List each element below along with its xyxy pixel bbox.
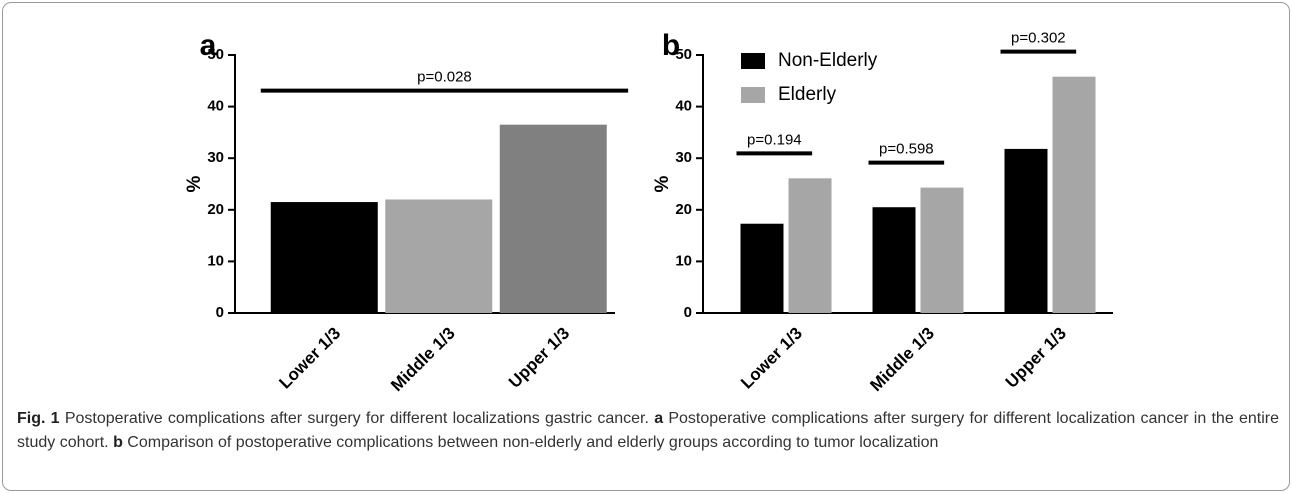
bar (270, 202, 378, 313)
bar (788, 178, 832, 313)
x-tick-label: Middle 1/3 (866, 324, 938, 396)
y-axis-label: % (652, 175, 673, 192)
bar (1004, 148, 1048, 313)
caption: Fig. 1 Postoperative complications after… (17, 407, 1279, 455)
bar (872, 207, 916, 313)
y-tick-label: 50 (207, 46, 224, 63)
y-tick-label: 0 (684, 304, 692, 321)
y-tick-label: 10 (675, 252, 692, 269)
p-value: p=0.028 (417, 69, 472, 86)
panel-label: a (200, 29, 217, 62)
y-tick-label: 50 (675, 46, 692, 63)
p-value: p=0.598 (879, 141, 934, 158)
x-tick-label: Middle 1/3 (387, 324, 459, 396)
x-tick-label: Upper 1/3 (1002, 324, 1070, 392)
y-tick-label: 40 (207, 98, 224, 115)
y-axis-label: % (184, 175, 205, 192)
caption-panel-text: Comparison of postoperative complication… (127, 434, 939, 451)
bar (1052, 76, 1096, 313)
legend-swatch (741, 87, 765, 103)
legend-swatch (741, 53, 765, 69)
p-value: p=0.194 (747, 131, 802, 148)
caption-text: Postoperative complications after surger… (64, 410, 649, 427)
bar (499, 124, 607, 313)
caption-panel-text: Postoperative complications after surger… (17, 410, 1279, 451)
y-tick-label: 10 (207, 252, 224, 269)
chart: a% 0 10 20 30 40 50 Lower 1/3 Middle 1/3 Upper 1/… (184, 29, 1113, 396)
y-tick-label: 30 (207, 149, 224, 166)
caption-label: Fig. 1 (17, 410, 60, 427)
bar (920, 187, 964, 313)
panel-label: b (662, 29, 680, 62)
x-tick-label: Lower 1/3 (275, 324, 344, 393)
legend-label: Elderly (778, 84, 837, 105)
x-tick-label: Lower 1/3 (737, 324, 806, 393)
caption-panel-label: b (113, 434, 123, 451)
y-tick-label: 20 (675, 201, 692, 218)
y-tick-label: 40 (675, 98, 692, 115)
y-tick-label: 20 (207, 201, 224, 218)
p-value: p=0.302 (1011, 30, 1066, 47)
y-tick-label: 0 (216, 304, 224, 321)
y-tick-label: 30 (675, 149, 692, 166)
legend-label: Non-Elderly (778, 50, 878, 71)
x-tick-label: Upper 1/3 (505, 324, 573, 392)
bar (740, 223, 784, 313)
bar (385, 199, 493, 313)
caption-panel-label: a (654, 410, 664, 427)
